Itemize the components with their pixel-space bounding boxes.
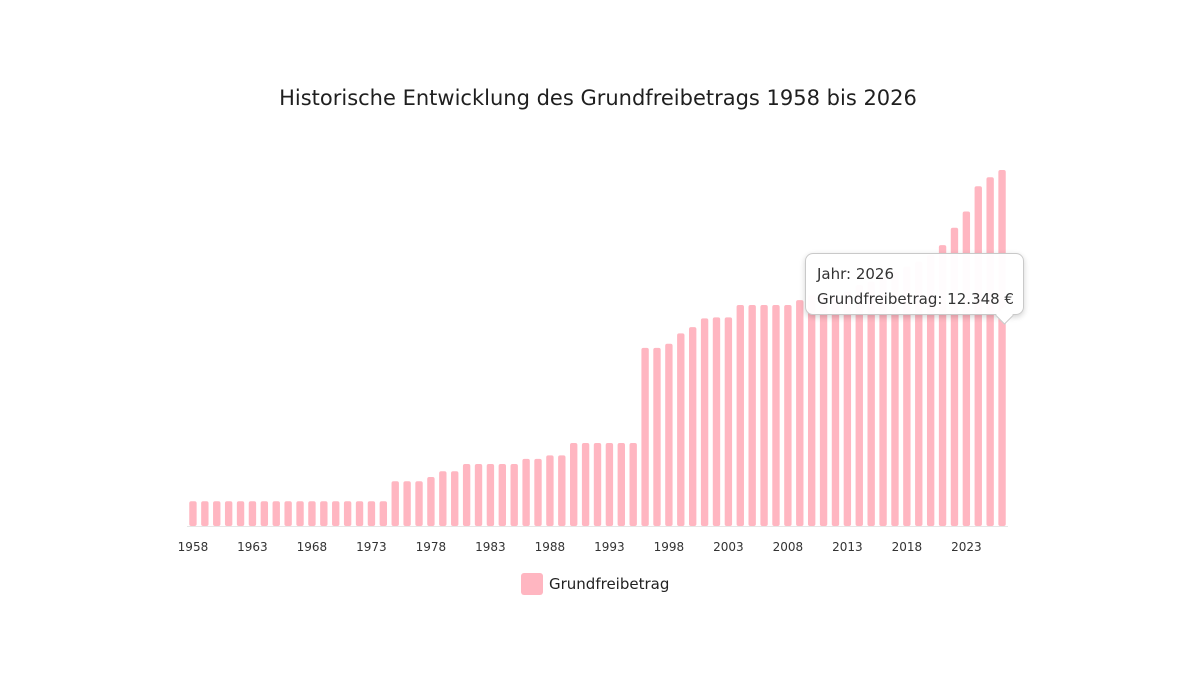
bars-group <box>189 170 1006 526</box>
bar-1969[interactable] <box>320 501 328 526</box>
bar-2012[interactable] <box>831 295 840 526</box>
bar-1961[interactable] <box>224 501 233 526</box>
bar-1984[interactable] <box>498 464 506 526</box>
bar-1962[interactable] <box>236 501 245 526</box>
bar-1968[interactable] <box>308 501 316 526</box>
bar-1988[interactable] <box>546 455 554 526</box>
bar-1973[interactable] <box>367 501 376 526</box>
bar-1983[interactable] <box>486 464 495 526</box>
bar-1979[interactable] <box>439 471 447 526</box>
bar-2019[interactable] <box>915 261 923 526</box>
bar-2000[interactable] <box>689 327 697 526</box>
bar-2021[interactable] <box>938 245 947 526</box>
bar-1970[interactable] <box>332 501 340 526</box>
x-tick-label-1968: 1968 <box>297 540 328 554</box>
bar-2026[interactable] <box>998 170 1006 526</box>
bar-2008[interactable] <box>784 305 792 526</box>
bar-1996[interactable] <box>641 347 649 526</box>
bar-1990[interactable] <box>570 442 578 526</box>
bar-1981[interactable] <box>462 464 471 526</box>
x-tick-label-1998: 1998 <box>654 540 685 554</box>
bar-2002[interactable] <box>712 317 721 526</box>
bar-2001[interactable] <box>700 318 709 526</box>
bar-1976[interactable] <box>403 481 411 526</box>
bar-2005[interactable] <box>748 305 756 526</box>
bar-2007[interactable] <box>772 305 780 526</box>
bar-2016[interactable] <box>879 276 887 526</box>
legend-label[interactable]: Grundfreibetrag <box>549 575 670 593</box>
bar-2014[interactable] <box>855 285 863 526</box>
x-tick-label-1983: 1983 <box>475 540 506 554</box>
bar-1982[interactable] <box>474 464 483 526</box>
bar-2017[interactable] <box>891 271 899 526</box>
x-tick-label-1993: 1993 <box>594 540 625 554</box>
bar-1985[interactable] <box>510 464 518 526</box>
bar-1977[interactable] <box>415 481 423 526</box>
bar-1964[interactable] <box>260 501 269 526</box>
bar-2010[interactable] <box>807 295 816 526</box>
bar-1994[interactable] <box>617 442 625 526</box>
bar-1958[interactable] <box>189 501 197 526</box>
bar-1993[interactable] <box>605 442 614 526</box>
bar-1992[interactable] <box>593 442 602 526</box>
legend-swatch[interactable] <box>521 573 543 595</box>
x-tick-label-1963: 1963 <box>237 540 268 554</box>
x-tick-label-2003: 2003 <box>713 540 744 554</box>
bar-1965[interactable] <box>272 501 280 526</box>
bar-1960[interactable] <box>213 501 221 526</box>
bar-1963[interactable] <box>248 501 257 526</box>
x-tick-label-1988: 1988 <box>535 540 566 554</box>
x-tick-label-2023: 2023 <box>951 540 982 554</box>
bar-1987[interactable] <box>534 458 542 526</box>
x-tick-label-1958: 1958 <box>178 540 209 554</box>
bar-2009[interactable] <box>796 300 804 526</box>
bar-1997[interactable] <box>653 347 661 526</box>
bar-1991[interactable] <box>581 442 590 526</box>
x-tick-label-2013: 2013 <box>832 540 863 554</box>
bar-1972[interactable] <box>355 501 364 526</box>
bar-2025[interactable] <box>986 177 994 526</box>
bar-1998[interactable] <box>665 343 673 526</box>
bar-1974[interactable] <box>379 501 388 526</box>
bar-2013[interactable] <box>843 291 852 526</box>
bar-2003[interactable] <box>724 317 733 526</box>
bar-1978[interactable] <box>427 476 435 526</box>
bar-2015[interactable] <box>867 281 875 526</box>
x-tick-label-1978: 1978 <box>416 540 447 554</box>
x-tick-labels: 1958 1963 1968 1973 1978 1983 1988 1993 1998 2003… <box>178 540 982 554</box>
bar-1967[interactable] <box>296 501 304 526</box>
bar-1989[interactable] <box>558 455 566 526</box>
bar-2020[interactable] <box>926 254 935 526</box>
legend[interactable]: Grundfreibetrag <box>521 573 669 595</box>
bar-1999[interactable] <box>677 333 685 526</box>
tooltip: Jahr: 2026 Grundfreibetrag: 12.348 € <box>805 253 1024 325</box>
bar-1995[interactable] <box>629 442 637 526</box>
bar-1975[interactable] <box>391 481 399 526</box>
bar-2024[interactable] <box>974 186 982 526</box>
x-tick-label-1973: 1973 <box>356 540 387 554</box>
tooltip-year: Jahr: 2026 <box>817 265 895 283</box>
bar-1986[interactable] <box>522 458 530 526</box>
bar-1966[interactable] <box>284 501 292 526</box>
bar-1959[interactable] <box>201 501 209 526</box>
bar-2018[interactable] <box>903 266 911 526</box>
x-tick-label-2008: 2008 <box>773 540 804 554</box>
x-tick-label-2018: 2018 <box>892 540 923 554</box>
chart-title: Historische Entwicklung des Grundfreibet… <box>279 86 917 110</box>
bar-1980[interactable] <box>451 471 459 526</box>
bar-2011[interactable] <box>819 295 828 526</box>
bar-2006[interactable] <box>760 305 768 526</box>
bar-1971[interactable] <box>343 501 352 526</box>
tooltip-value: Grundfreibetrag: 12.348 € <box>817 290 1014 308</box>
bar-2004[interactable] <box>736 305 744 526</box>
